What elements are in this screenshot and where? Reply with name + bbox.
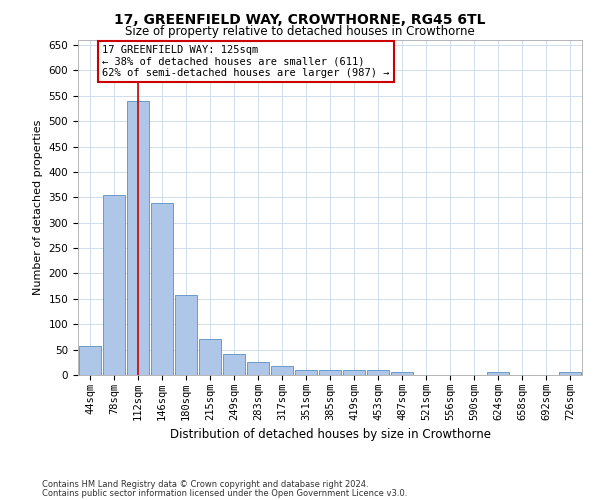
- X-axis label: Distribution of detached houses by size in Crowthorne: Distribution of detached houses by size …: [170, 428, 491, 442]
- Bar: [223, 354, 245, 375]
- Y-axis label: Number of detached properties: Number of detached properties: [33, 120, 43, 295]
- Bar: [295, 370, 317, 375]
- Bar: [367, 370, 389, 375]
- Bar: [127, 101, 149, 375]
- Bar: [175, 296, 197, 375]
- Text: Contains HM Land Registry data © Crown copyright and database right 2024.: Contains HM Land Registry data © Crown c…: [42, 480, 368, 489]
- Text: Contains public sector information licensed under the Open Government Licence v3: Contains public sector information licen…: [42, 488, 407, 498]
- Text: 17, GREENFIELD WAY, CROWTHORNE, RG45 6TL: 17, GREENFIELD WAY, CROWTHORNE, RG45 6TL: [114, 12, 486, 26]
- Bar: [199, 340, 221, 375]
- Bar: [79, 346, 101, 375]
- Bar: [247, 362, 269, 375]
- Text: 17 GREENFIELD WAY: 125sqm
← 38% of detached houses are smaller (611)
62% of semi: 17 GREENFIELD WAY: 125sqm ← 38% of detac…: [102, 45, 389, 78]
- Bar: [271, 366, 293, 375]
- Bar: [103, 195, 125, 375]
- Bar: [487, 372, 509, 375]
- Bar: [319, 370, 341, 375]
- Bar: [559, 372, 581, 375]
- Bar: [391, 372, 413, 375]
- Bar: [343, 370, 365, 375]
- Bar: [151, 204, 173, 375]
- Text: Size of property relative to detached houses in Crowthorne: Size of property relative to detached ho…: [125, 25, 475, 38]
